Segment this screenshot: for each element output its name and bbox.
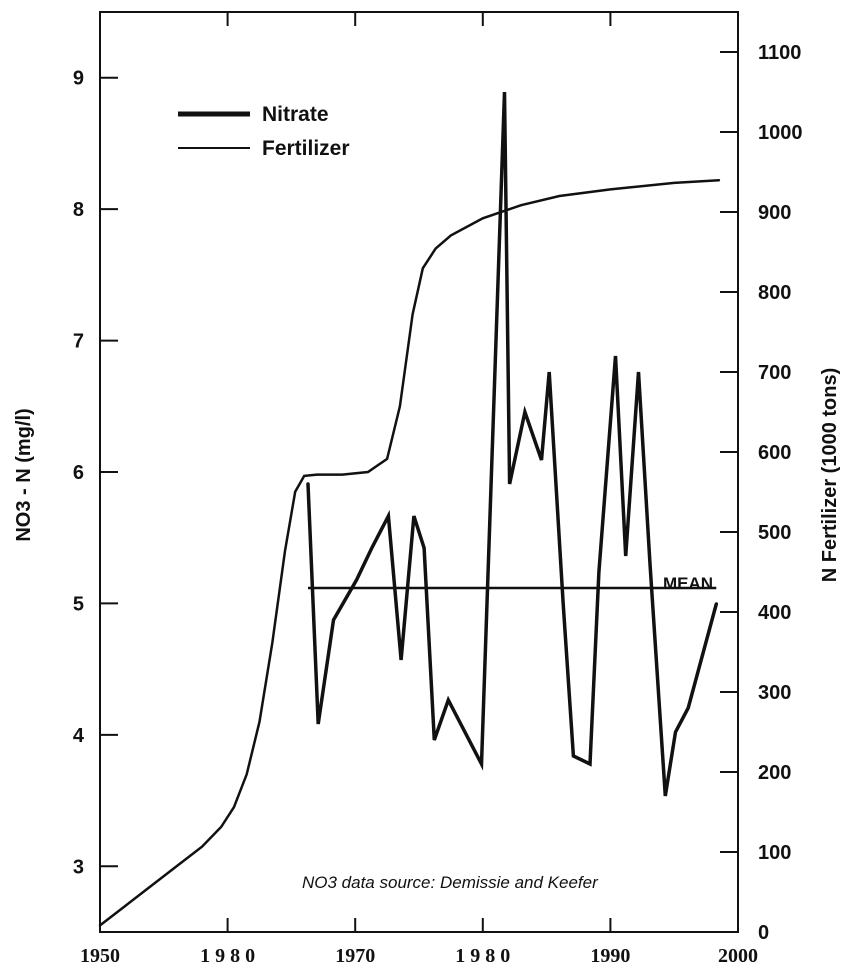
legend: Nitrate Fertilizer <box>178 103 350 160</box>
y-right-tick-label: 400 <box>758 602 791 624</box>
y-right-tick-label: 600 <box>758 442 791 464</box>
y-axis-left-label: NO3 - N (mg/l) <box>13 408 35 541</box>
y-right-tick-label: 1100 <box>758 42 801 64</box>
x-tick-label: 1 9 8 0 <box>200 945 255 967</box>
y-right-tick-label: 700 <box>758 362 791 384</box>
series-line-fertilizer <box>306 91 719 797</box>
axis-ticks <box>99 12 739 933</box>
y-right-tick-label: 300 <box>758 682 791 704</box>
y-left-tick-label: 9 <box>73 68 84 90</box>
y-axis-right-label: N Fertilizer (1000 tons) <box>819 368 841 583</box>
x-tick-label: 2000 <box>718 945 758 967</box>
y-right-tick-label: 100 <box>758 842 791 864</box>
plot-frame <box>99 11 739 933</box>
y-right-tick-label: 1000 <box>758 122 803 144</box>
y-left-tick-label: 8 <box>73 199 84 221</box>
y-right-tick-label: 900 <box>758 202 791 224</box>
y-right-tick-label: 0 <box>758 922 769 944</box>
series-layer <box>98 91 721 927</box>
y-left-tick-label: 6 <box>73 462 84 484</box>
x-tick-label: 1970 <box>335 945 375 967</box>
y-left-tick-label: 3 <box>73 856 84 878</box>
legend-label-fertilizer: Fertilizer <box>262 137 350 160</box>
legend-label-nitrate: Nitrate <box>262 103 329 126</box>
axis-tick-labels: 1950 1 9 8 0 1970 1 9 8 0 1990 2000 3 4 5 6 7 8 9 0 10… <box>73 42 803 967</box>
y-left-tick-label: 5 <box>73 593 84 615</box>
x-tick-label: 1950 <box>80 945 120 967</box>
y-right-tick-label: 500 <box>758 522 791 544</box>
y-left-tick-label: 4 <box>73 725 85 747</box>
y-right-tick-label: 200 <box>758 762 791 784</box>
x-tick-label: 1990 <box>590 945 630 967</box>
mean-label: MEAN <box>663 574 713 593</box>
source-annotation: NO3 data source: Demissie and Keefer <box>302 873 599 892</box>
y-right-tick-label: 800 <box>758 282 791 304</box>
x-tick-label: 1 9 8 0 <box>455 945 510 967</box>
y-left-tick-label: 7 <box>73 331 84 353</box>
